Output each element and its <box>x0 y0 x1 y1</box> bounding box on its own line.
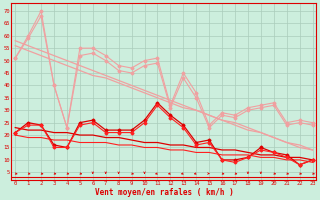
X-axis label: Vent moyen/en rafales ( km/h ): Vent moyen/en rafales ( km/h ) <box>94 188 233 197</box>
